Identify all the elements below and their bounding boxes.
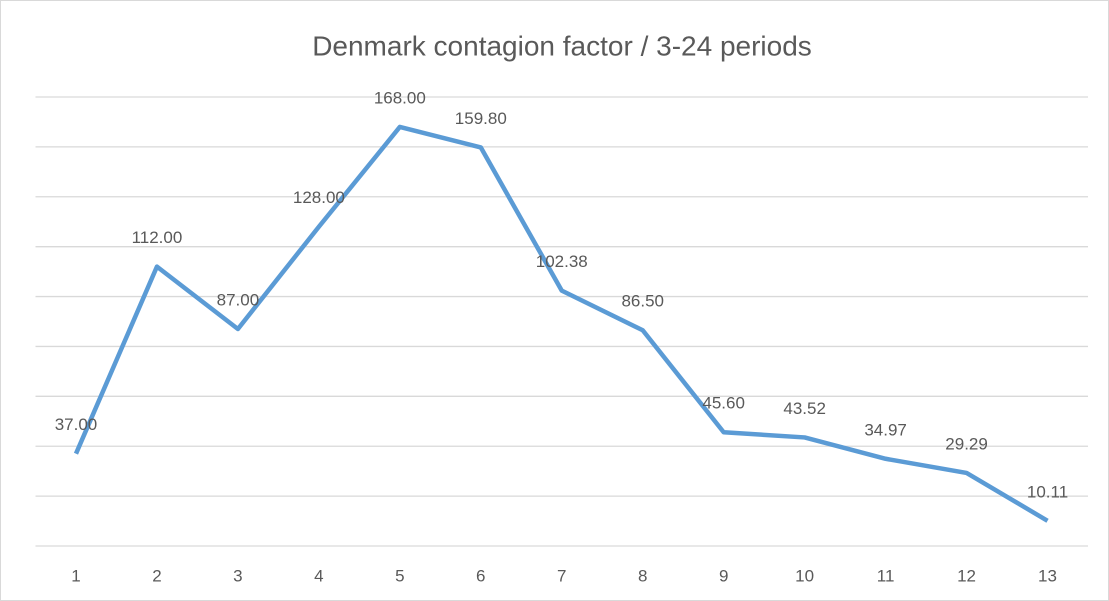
data-label: 159.80 — [455, 109, 507, 128]
data-label: 43.52 — [783, 399, 826, 418]
data-label: 128.00 — [293, 188, 345, 207]
x-tick-label: 2 — [152, 566, 161, 585]
x-tick-label: 6 — [476, 566, 485, 585]
data-label: 168.00 — [374, 88, 426, 107]
x-tick-label: 12 — [957, 566, 976, 585]
data-label: 34.97 — [864, 420, 907, 439]
data-label: 112.00 — [132, 228, 183, 247]
data-label: 87.00 — [217, 290, 260, 309]
data-label: 37.00 — [55, 415, 98, 434]
data-label: 86.50 — [621, 292, 664, 311]
x-tick-label: 8 — [638, 566, 647, 585]
x-tick-label: 11 — [877, 566, 895, 585]
data-label: 102.38 — [536, 252, 588, 271]
x-tick-label: 10 — [795, 566, 814, 585]
data-line — [73, 124, 1049, 523]
x-tick-label: 5 — [395, 566, 404, 585]
x-tick-label: 3 — [233, 566, 242, 585]
data-label: 45.60 — [702, 394, 745, 413]
x-tick-label: 9 — [719, 566, 728, 585]
x-tick-label: 7 — [557, 566, 566, 585]
chart-title: Denmark contagion factor / 3-24 periods — [312, 30, 812, 61]
x-tick-label: 1 — [71, 566, 80, 585]
x-tick-label: 13 — [1038, 566, 1057, 585]
data-label: 10.11 — [1027, 482, 1068, 501]
x-tick-label: 4 — [314, 566, 323, 585]
data-label: 29.29 — [945, 434, 988, 453]
